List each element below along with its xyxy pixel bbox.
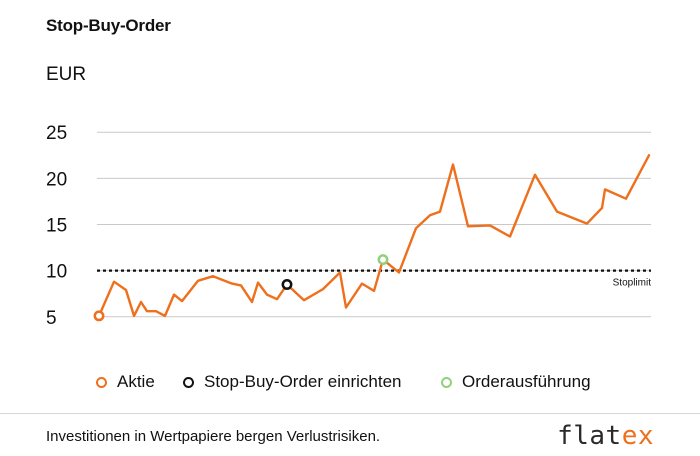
chart-legend: Aktie Stop-Buy-Order einrichten Orderaus… <box>0 372 700 394</box>
legend-label-aktie: Aktie <box>117 372 155 391</box>
y-tick-label-20: 20 <box>46 169 67 190</box>
stoplimit-label: Stoplimit <box>613 278 652 289</box>
chart-title: Stop-Buy-Order <box>46 16 171 35</box>
y-tick-label-5: 5 <box>46 308 57 329</box>
legend-marker-aktie <box>96 376 107 388</box>
marker-orderausf-hrung <box>377 254 389 266</box>
risk-disclaimer: Investitionen in Wertpapiere bergen Verl… <box>46 428 381 445</box>
y-tick-label-10: 10 <box>46 262 67 283</box>
y-axis-unit-label: EUR <box>46 64 87 85</box>
aktie-price-line <box>97 154 651 318</box>
flatex-logo: flatex <box>557 421 654 451</box>
legend-item-aktie: Aktie <box>96 372 155 392</box>
y-tick-label-25: 25 <box>46 123 67 144</box>
stock-line-chart: 5 10 15 20 25 Stoplimit <box>46 123 652 329</box>
legend-item-orderausfuehrung: Orderausführung <box>441 372 591 392</box>
y-tick-label-15: 15 <box>46 216 67 237</box>
legend-item-stop-buy-order: Stop-Buy-Order einrichten <box>183 372 401 392</box>
logo-text-main: flat <box>557 421 622 451</box>
legend-marker-orderausfuehrung <box>441 376 452 388</box>
legend-marker-stop-buy-order <box>183 376 194 388</box>
legend-label-stop-buy-order: Stop-Buy-Order einrichten <box>204 372 402 391</box>
logo-text-accent: ex <box>621 421 654 451</box>
marker-stop-buy-order-einrichten <box>281 279 293 290</box>
legend-label-orderausfuehrung: Orderausführung <box>462 372 591 391</box>
footer-divider <box>0 413 700 414</box>
marker-aktie <box>93 310 105 322</box>
